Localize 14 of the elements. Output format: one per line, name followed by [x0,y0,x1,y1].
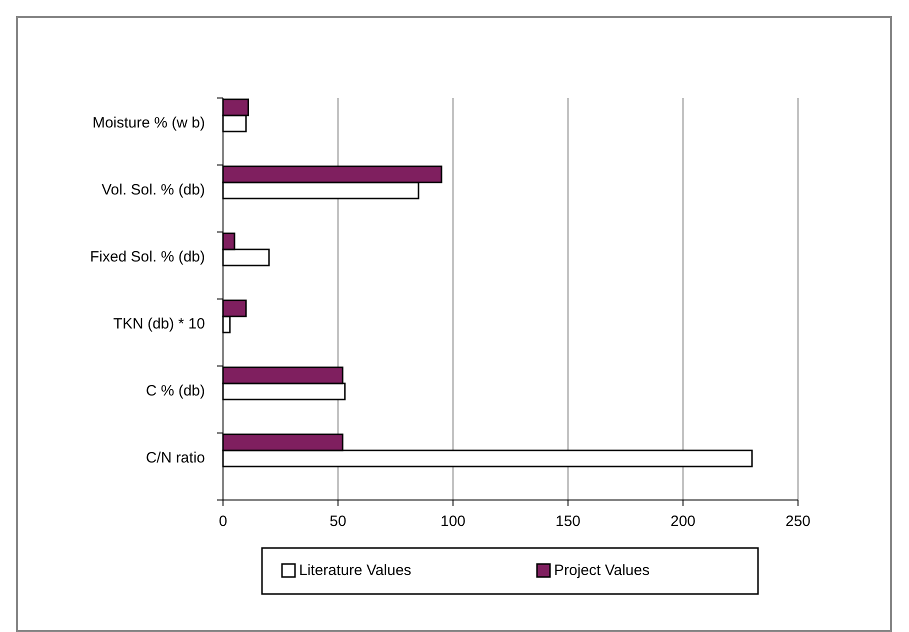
x-tick-label: 50 [330,513,346,530]
y-tick-label: TKN (db) * 10 [113,315,205,332]
x-tick-label: 150 [555,513,581,530]
y-tick-label: Fixed Sol. % (db) [90,248,205,266]
x-tick-label: 100 [440,513,466,530]
x-tick-label: 250 [785,513,811,530]
x-tick-label: 0 [218,513,228,530]
legend-label: Literature Values [299,562,412,579]
y-tick-label: Moisture % (w b) [92,114,205,132]
y-tick-label: C/N ratio [146,449,205,466]
legend-label: Project Values [554,562,650,579]
y-tick-label: Vol. Sol. % (db) [102,181,205,198]
x-tick-label: 200 [670,513,696,530]
y-tick-label: C % (db) [146,382,205,400]
